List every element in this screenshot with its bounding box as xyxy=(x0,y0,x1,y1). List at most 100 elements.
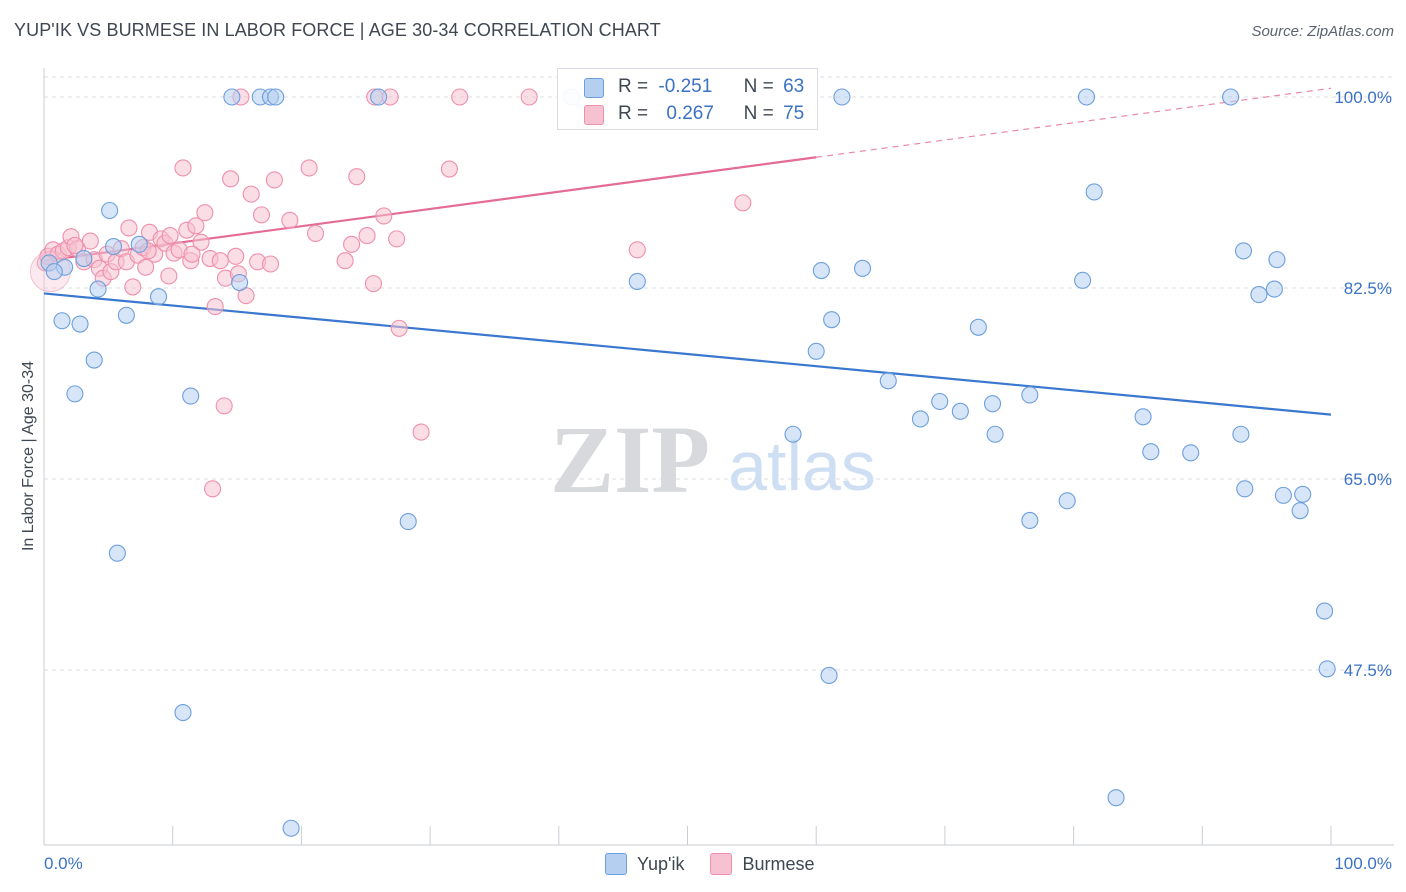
yupik-point-57 xyxy=(1268,251,1286,269)
burmese-point-9 xyxy=(81,232,99,250)
yupik-point-21 xyxy=(267,88,285,106)
yupik-point-48 xyxy=(1134,408,1152,426)
r-label-burmese: R = xyxy=(618,103,649,124)
burmese-point-69 xyxy=(204,480,222,498)
yupik-trend-line xyxy=(43,292,1332,416)
source-label: Source: ZipAtlas.com xyxy=(1251,23,1394,40)
yupik-point-23 xyxy=(370,88,388,106)
burmese-point-34 xyxy=(192,233,210,251)
burmese-point-54 xyxy=(343,235,361,253)
yupik-point-22 xyxy=(282,819,300,837)
burmese-point-40 xyxy=(222,170,240,188)
r-value-yupik: -0.251 xyxy=(658,76,713,97)
burmese-point-56 xyxy=(358,227,376,245)
yupik-point-58 xyxy=(1274,486,1292,504)
burmese-point-66 xyxy=(520,88,538,106)
burmese-point-51 xyxy=(300,159,318,177)
legend: Yup'ik Burmese xyxy=(605,851,841,877)
burmese-point-59 xyxy=(375,207,393,225)
yupik-point-3 xyxy=(53,312,71,330)
yupik-point-28 xyxy=(820,666,838,685)
yupik-point-50 xyxy=(1182,444,1200,462)
burmese-point-33 xyxy=(187,217,205,235)
yupik-point-38 xyxy=(969,318,987,336)
yupik-point-15 xyxy=(174,704,192,722)
burmese-point-22 xyxy=(137,258,155,276)
yupik-point-45 xyxy=(1077,88,1096,106)
n-value-yupik: 63 xyxy=(783,76,805,97)
burmese-point-55 xyxy=(348,168,366,186)
yupik-points xyxy=(40,88,1336,837)
stats-swatch-burmese xyxy=(584,105,604,125)
yupik-point-44 xyxy=(1074,271,1092,289)
yupik-point-39 xyxy=(983,395,1002,413)
yupik-point-51 xyxy=(1222,88,1240,106)
yupik-point-10 xyxy=(104,237,123,256)
burmese-point-41 xyxy=(227,247,245,265)
burmese-point-71 xyxy=(183,245,201,263)
yupik-point-46 xyxy=(1085,183,1103,201)
yupik-point-8 xyxy=(89,280,107,298)
yupik-point-7 xyxy=(85,351,103,369)
yupik-point-29 xyxy=(833,88,851,106)
yupik-point-60 xyxy=(1294,485,1312,503)
stats-text-burmese: R = 0.267 N = 75 xyxy=(618,103,804,125)
watermark-atlas: atlas xyxy=(728,427,876,505)
y-tick-label-3: 47.5% xyxy=(1344,661,1392,680)
watermark: ZIP atlas xyxy=(550,406,876,513)
yupik-point-13 xyxy=(130,235,148,253)
burmese-point-19 xyxy=(124,278,142,296)
r-label-yupik: R = xyxy=(618,76,649,97)
legend-item-burmese[interactable]: Burmese xyxy=(710,853,815,875)
burmese-point-37 xyxy=(206,298,224,316)
grid-lines xyxy=(44,76,1394,671)
legend-item-yupik[interactable]: Yup'ik xyxy=(605,853,684,875)
y-tick-label-2: 65.0% xyxy=(1344,470,1392,489)
burmese-point-52 xyxy=(307,224,325,242)
yupik-point-17 xyxy=(223,88,241,106)
yupik-point-36 xyxy=(931,392,949,411)
burmese-point-57 xyxy=(364,275,383,293)
burmese-point-30 xyxy=(174,159,192,177)
burmese-point-61 xyxy=(388,230,406,248)
burmese-point-27 xyxy=(160,267,178,285)
yupik-point-27 xyxy=(784,425,802,443)
legend-swatch-yupik xyxy=(605,853,627,875)
burmese-point-68 xyxy=(734,194,752,212)
yupik-point-26 xyxy=(628,272,646,291)
yupik-point-40 xyxy=(986,425,1004,443)
yupik-point-2 xyxy=(45,263,63,281)
yupik-point-41 xyxy=(1021,511,1039,530)
yupik-point-33 xyxy=(853,259,872,277)
tick-labels: 100.0% 82.5% 65.0% 47.5% 0.0% 100.0% xyxy=(44,88,1392,873)
yupik-point-42 xyxy=(1021,386,1039,404)
legend-label-yupik: Yup'ik xyxy=(637,853,685,874)
yupik-point-16 xyxy=(182,387,200,405)
yupik-point-54 xyxy=(1236,480,1254,498)
yupik-point-55 xyxy=(1250,285,1268,304)
n-label-yupik: N = xyxy=(743,76,774,97)
x-tick-label-0: 0.0% xyxy=(44,854,83,873)
burmese-point-74 xyxy=(161,227,179,245)
yupik-point-9 xyxy=(101,201,119,220)
x-tick-label-1: 100.0% xyxy=(1334,854,1392,873)
yupik-point-5 xyxy=(71,315,89,333)
yupik-point-49 xyxy=(1142,443,1160,461)
burmese-point-47 xyxy=(252,206,271,224)
yupik-point-37 xyxy=(951,402,969,420)
burmese-point-72 xyxy=(66,236,84,254)
yupik-point-62 xyxy=(1318,660,1336,678)
yupik-point-34 xyxy=(879,372,897,390)
burmese-point-18 xyxy=(120,219,138,237)
burmese-point-67 xyxy=(628,241,646,259)
burmese-point-64 xyxy=(440,160,458,178)
burmese-point-65 xyxy=(451,88,469,106)
yupik-point-14 xyxy=(149,288,168,306)
burmese-point-70 xyxy=(215,397,233,415)
yupik-point-32 xyxy=(823,311,841,329)
yupik-point-53 xyxy=(1234,242,1253,260)
n-label-burmese: N = xyxy=(743,103,774,124)
burmese-point-45 xyxy=(242,185,260,203)
burmese-point-50 xyxy=(281,211,299,229)
